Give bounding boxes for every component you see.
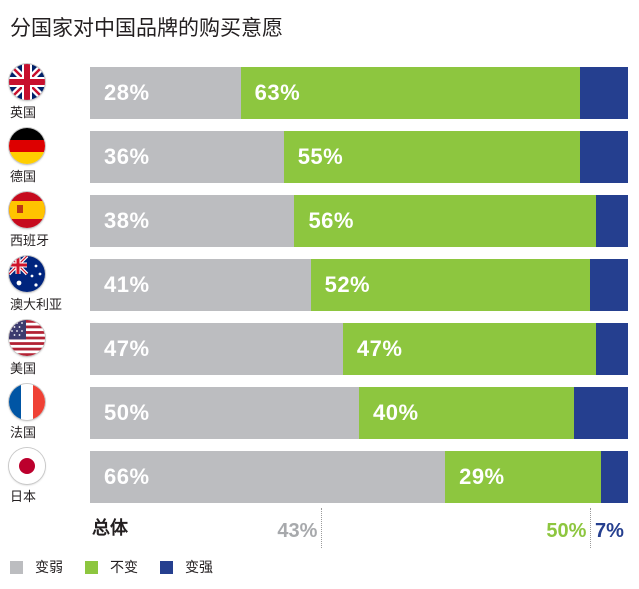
bar-segment-same: 47% [342,323,596,375]
bar-segment-weaker: 36% [90,131,284,183]
bar-segment-same: 55% [283,131,580,183]
bar-segment-same: 52% [310,259,591,311]
bar-segment-stronger [579,131,629,183]
data-label: 47% [104,336,150,361]
data-label: 50% [104,400,150,425]
legend-swatch-stronger [160,560,173,574]
legend: 变弱 不变 变强 [10,557,235,577]
japan-flag-icon [9,448,45,484]
overall-value-same: 50% [546,520,587,542]
bar-segment-same: 29% [445,451,602,503]
data-label: 38% [104,208,150,233]
data-label: 28% [104,80,150,105]
data-label: 66% [104,464,150,489]
country-row: 日本 66% 29% [0,448,639,512]
australia-flag-icon [9,256,45,292]
bar-segment-same: 63% [240,67,580,119]
usa-flag-icon [9,320,45,356]
overall-row: 总体 43% 50% 7% [0,508,639,548]
country-label: 英国 [10,105,37,120]
country-row: 英国 28% 63% [0,64,639,128]
bar-segment-stronger [595,195,628,247]
country-row: 西班牙 38% 56% [0,192,639,256]
bar-segment-same: 56% [294,195,596,247]
bar-segment-stronger [574,387,628,439]
data-label: 40% [373,400,419,425]
country-row: 美国 47% 47% [0,320,639,384]
data-label: 36% [104,144,150,169]
overall-label: 总体 [92,518,128,538]
germany-flag-icon [9,128,45,164]
legend-label-same: 不变 [110,559,138,575]
legend-item-weaker: 变弱 [10,557,63,577]
country-label: 德国 [10,169,37,184]
legend-label-stronger: 变强 [185,559,213,575]
stacked-bar: 50% 40% [90,387,628,439]
legend-item-stronger: 变强 [160,557,213,577]
country-label: 日本 [10,489,37,504]
stacked-bar: 36% 55% [90,131,629,183]
data-label: 52% [324,272,371,297]
overall-value-stronger: 7% [595,520,624,542]
bar-segment-weaker: 47% [90,323,343,375]
data-label: 47% [356,336,403,361]
stacked-bar: 41% 52% [90,259,628,311]
country-row: 法国 50% 40% [0,384,639,448]
data-label: 41% [104,272,150,297]
bar-segment-stronger [590,259,628,311]
overall-divider [321,508,323,548]
country-row: 澳大利亚 41% 52% [0,256,639,320]
bar-segment-stronger [579,67,628,119]
data-label: 63% [254,80,301,105]
legend-item-same: 不变 [85,557,138,577]
overall-value-weaker: 43% [277,520,318,542]
overall-divider [590,508,592,548]
uk-flag-icon [9,64,45,100]
bar-segment-weaker: 38% [90,195,295,247]
data-label: 55% [297,144,344,169]
country-label: 法国 [10,425,37,440]
legend-label-weaker: 变弱 [35,559,63,575]
stacked-bar: 66% 29% [90,451,628,503]
bar-segment-stronger [601,451,628,503]
legend-swatch-weaker [10,560,23,574]
bar-segment-weaker: 28% [90,67,241,119]
country-label: 西班牙 [10,233,50,248]
data-label: 56% [308,208,354,233]
chart-title: 分国家对中国品牌的购买意愿 [10,17,283,40]
bar-segment-weaker: 66% [90,451,446,503]
stacked-bar: 47% 47% [90,323,628,375]
bar-segment-stronger [595,323,628,375]
country-row: 德国 36% 55% [0,128,639,192]
bar-segment-weaker: 41% [90,259,311,311]
stacked-bar: 38% 56% [90,195,628,247]
legend-swatch-same [85,560,98,574]
country-label: 澳大利亚 [10,297,63,312]
bar-segment-same: 40% [359,387,575,439]
spain-flag-icon [9,192,45,228]
france-flag-icon [9,384,45,420]
country-label: 美国 [10,361,37,376]
bar-segment-weaker: 50% [90,387,359,439]
data-label: 29% [459,464,505,489]
stacked-bar: 28% 63% [90,67,628,119]
